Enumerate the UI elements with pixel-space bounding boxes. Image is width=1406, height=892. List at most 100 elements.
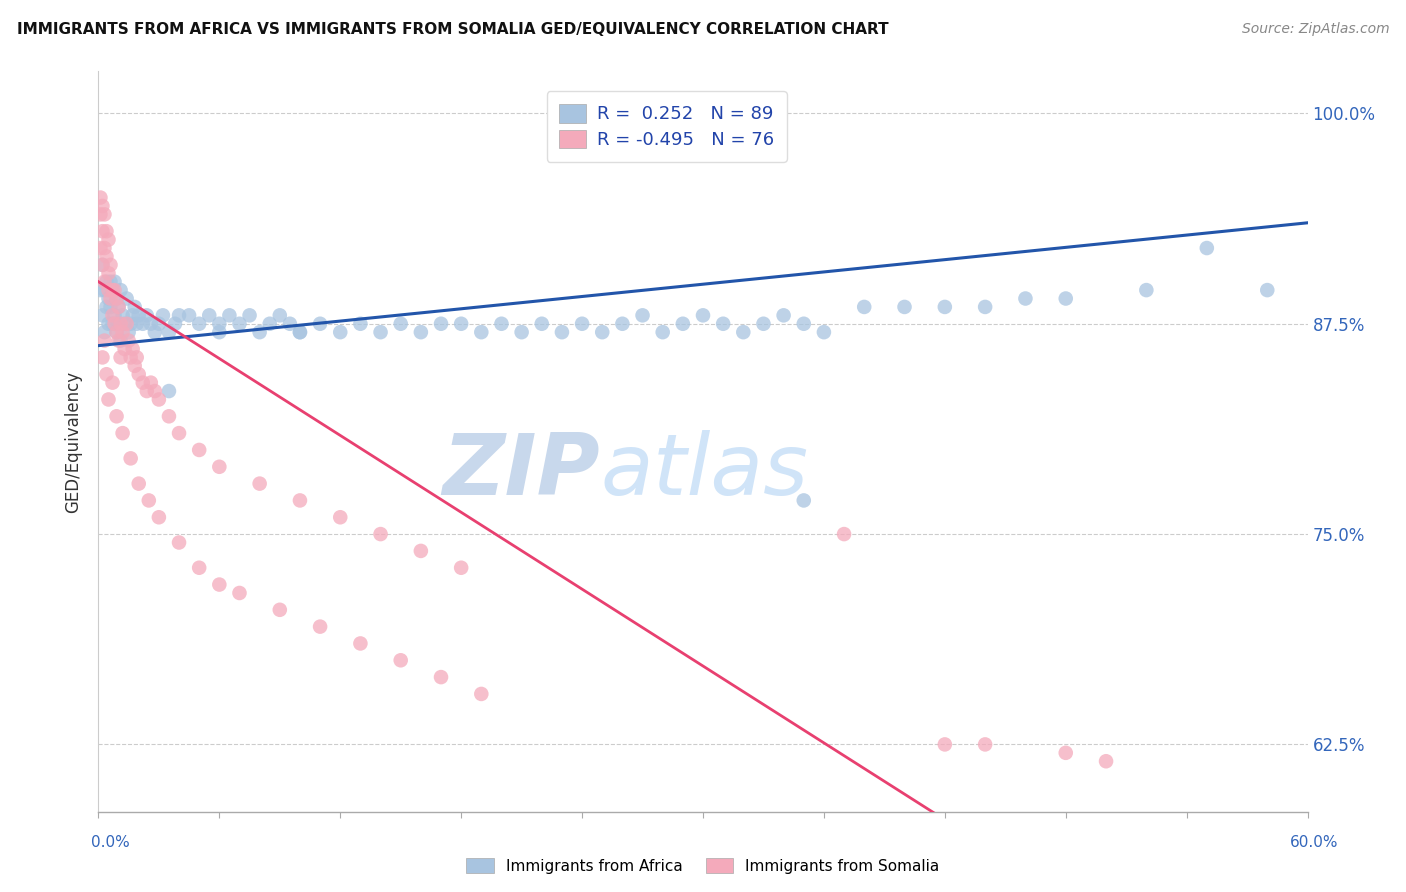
Point — [91, 351, 114, 365]
Point — [105, 292, 128, 306]
Point — [124, 359, 146, 373]
Text: ZIP: ZIP — [443, 430, 600, 513]
Point — [409, 325, 432, 339]
Point — [143, 325, 166, 339]
Point — [188, 560, 211, 574]
Point — [551, 325, 574, 339]
Legend: R =  0.252   N = 89, R = -0.495   N = 76: R = 0.252 N = 89, R = -0.495 N = 76 — [547, 92, 787, 161]
Point — [91, 199, 114, 213]
Point — [89, 207, 111, 221]
Point — [752, 317, 775, 331]
Point — [278, 317, 301, 331]
Legend: Immigrants from Africa, Immigrants from Somalia: Immigrants from Africa, Immigrants from … — [460, 852, 946, 880]
Point — [100, 275, 122, 289]
Point — [198, 309, 221, 323]
Point — [288, 325, 311, 339]
Point — [114, 342, 136, 356]
Point — [157, 325, 180, 339]
Point — [135, 384, 157, 398]
Point — [167, 309, 190, 323]
Point — [370, 325, 392, 339]
Point — [107, 300, 129, 314]
Point — [813, 325, 835, 339]
Point — [249, 476, 271, 491]
Point — [249, 325, 271, 339]
Point — [97, 283, 120, 297]
Point — [132, 376, 155, 390]
Text: Source: ZipAtlas.com: Source: ZipAtlas.com — [1241, 22, 1389, 37]
Point — [1054, 746, 1077, 760]
Point — [115, 317, 138, 331]
Point — [101, 283, 124, 297]
Point — [105, 409, 128, 424]
Point — [118, 325, 141, 339]
Point — [409, 544, 432, 558]
Point — [110, 351, 132, 365]
Point — [101, 309, 124, 323]
Point — [103, 283, 125, 297]
Point — [125, 317, 148, 331]
Point — [107, 317, 129, 331]
Point — [138, 493, 160, 508]
Point — [135, 309, 157, 323]
Point — [97, 233, 120, 247]
Point — [128, 476, 150, 491]
Point — [110, 283, 132, 297]
Point — [91, 309, 114, 323]
Point — [188, 442, 211, 457]
Point — [100, 300, 122, 314]
Point — [93, 325, 115, 339]
Point — [100, 292, 122, 306]
Point — [571, 317, 593, 331]
Point — [329, 510, 352, 524]
Point — [105, 325, 128, 339]
Point — [934, 300, 956, 314]
Point — [612, 317, 634, 331]
Point — [89, 241, 111, 255]
Point — [470, 687, 492, 701]
Point — [893, 300, 915, 314]
Point — [370, 527, 392, 541]
Point — [793, 317, 815, 331]
Point — [97, 392, 120, 407]
Point — [91, 258, 114, 272]
Point — [974, 300, 997, 314]
Point — [96, 300, 118, 314]
Point — [152, 309, 174, 323]
Point — [105, 292, 128, 306]
Point — [1054, 292, 1077, 306]
Point — [530, 317, 553, 331]
Point — [259, 317, 281, 331]
Point — [97, 292, 120, 306]
Point — [100, 258, 122, 272]
Point — [167, 535, 190, 549]
Point — [139, 317, 162, 331]
Text: 60.0%: 60.0% — [1291, 836, 1339, 850]
Point — [110, 334, 132, 348]
Point — [179, 309, 201, 323]
Point — [1256, 283, 1278, 297]
Point — [1014, 292, 1036, 306]
Point — [218, 309, 240, 323]
Point — [288, 493, 311, 508]
Point — [450, 560, 472, 574]
Point — [118, 334, 141, 348]
Point — [470, 325, 492, 339]
Point — [97, 266, 120, 280]
Point — [510, 325, 533, 339]
Point — [101, 317, 124, 331]
Point — [934, 738, 956, 752]
Point — [111, 309, 134, 323]
Point — [349, 317, 371, 331]
Point — [772, 309, 794, 323]
Point — [125, 351, 148, 365]
Point — [309, 620, 332, 634]
Point — [89, 283, 111, 297]
Point — [389, 317, 412, 331]
Point — [91, 258, 114, 272]
Point — [120, 451, 142, 466]
Point — [349, 636, 371, 650]
Point — [115, 292, 138, 306]
Text: IMMIGRANTS FROM AFRICA VS IMMIGRANTS FROM SOMALIA GED/EQUIVALENCY CORRELATION CH: IMMIGRANTS FROM AFRICA VS IMMIGRANTS FRO… — [17, 22, 889, 37]
Point — [208, 317, 231, 331]
